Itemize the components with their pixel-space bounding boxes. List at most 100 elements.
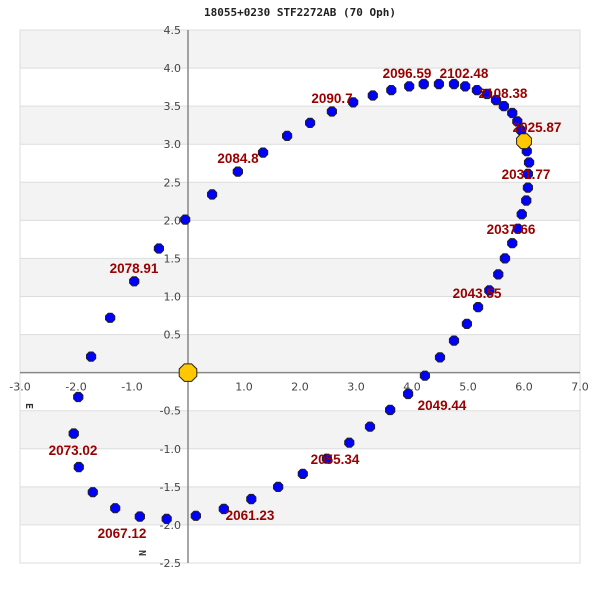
current-position-marker — [516, 133, 532, 150]
orbit-point — [507, 238, 518, 249]
orbit-point — [257, 147, 269, 158]
orbit-point — [73, 461, 84, 473]
y-tick-label: 1.0 — [164, 291, 182, 304]
y-tick-label: 4.0 — [164, 62, 182, 75]
grid-band — [20, 410, 580, 449]
plot-border — [19, 29, 581, 564]
orbit-point — [461, 318, 472, 329]
orbit-point — [404, 81, 415, 92]
orbit-point — [161, 513, 172, 524]
x-tick-label: 3.0 — [347, 381, 365, 394]
orbit-point — [129, 276, 140, 287]
orbit-point — [448, 335, 460, 346]
chart-title: 18055+0230 STF2272AB (70 Oph) — [203, 6, 397, 19]
orbit-point — [516, 209, 527, 220]
orbit-point — [321, 453, 332, 464]
orbit-point — [326, 106, 337, 117]
epoch-label: 2061.23 — [226, 508, 275, 523]
orbit-point — [282, 130, 293, 141]
orbit-point — [419, 370, 430, 381]
y-tick-label: 3.5 — [164, 100, 182, 113]
y-tick-label: 3.0 — [164, 138, 182, 151]
orbit-point — [105, 312, 116, 323]
orbit-point — [493, 269, 504, 280]
grid-band — [20, 334, 580, 373]
x-tick-label: -1.0 — [121, 381, 142, 394]
x-tick-label: -3.0 — [9, 381, 30, 394]
y-tick-label: -1.5 — [160, 481, 181, 494]
x-tick-label: 2.0 — [291, 381, 309, 394]
orbit-point — [481, 88, 493, 100]
grid-band — [20, 30, 580, 69]
epoch-label: 2090.7 — [311, 91, 352, 106]
epoch-label: 2073.02 — [49, 443, 98, 458]
orbit-point — [433, 78, 444, 90]
epoch-label: 2049.44 — [418, 398, 467, 413]
y-tick-label: 1.5 — [164, 252, 182, 265]
orbit-point — [507, 107, 518, 119]
epoch-label: 2084.8 — [217, 151, 259, 166]
epoch-label: 2031.77 — [502, 167, 551, 182]
orbit-point — [348, 97, 359, 108]
y-tick-label: -0.5 — [160, 405, 181, 418]
north-label: N — [136, 550, 147, 556]
orbit-point — [418, 78, 429, 90]
orbit-point — [273, 481, 284, 492]
y-tick-label: -1.0 — [160, 443, 181, 456]
orbit-point — [218, 503, 229, 515]
y-tick-label: 2.5 — [164, 176, 182, 189]
orbit-point — [207, 189, 218, 200]
x-tick-label: 7.0 — [571, 381, 589, 394]
orbit-point — [499, 253, 511, 264]
epoch-label: 2043.55 — [453, 286, 502, 301]
orbit-point — [484, 285, 495, 296]
epoch-label: 2067.12 — [98, 526, 147, 541]
y-tick-label: 2.0 — [164, 214, 182, 227]
grid-band — [20, 182, 580, 221]
epoch-label: 2102.48 — [440, 66, 489, 81]
orbit-point — [367, 90, 378, 101]
orbit-point — [305, 117, 316, 128]
x-tick-label: 1.0 — [235, 381, 253, 394]
orbit-point — [522, 168, 533, 179]
orbit-point — [490, 94, 502, 106]
grid-band — [20, 486, 580, 525]
orbit-point — [87, 487, 98, 498]
epoch-label: 2078.91 — [110, 261, 159, 276]
epoch-label: 2108.38 — [479, 86, 528, 101]
orbit-point — [180, 214, 191, 225]
orbit-point — [498, 101, 509, 112]
orbit-point — [522, 182, 533, 193]
epoch-label: 2025.87 — [513, 120, 562, 135]
orbit-point — [297, 468, 308, 479]
orbit-point — [153, 243, 164, 254]
orbit-point — [344, 437, 355, 448]
orbit-point — [521, 195, 532, 206]
epoch-label: 2055.34 — [311, 452, 360, 467]
epoch-label: 2037.66 — [487, 222, 536, 237]
x-tick-label: 5.0 — [459, 381, 477, 394]
epoch-label: 2096.59 — [383, 66, 432, 81]
orbit-point — [232, 166, 243, 177]
orbit-point — [134, 511, 145, 522]
orbit-point — [523, 157, 535, 168]
y-tick-label: 0.5 — [164, 329, 182, 342]
primary-star — [178, 363, 198, 382]
east-label: E — [23, 403, 34, 409]
y-tick-label: -2.5 — [160, 557, 181, 570]
orbit-point — [68, 428, 79, 439]
orbit-point — [110, 503, 121, 514]
y-tick-label: 4.5 — [164, 24, 182, 37]
orbit-point — [434, 352, 446, 363]
orbit-point — [460, 81, 471, 92]
orbit-point — [403, 388, 414, 400]
orbit-point — [86, 351, 97, 362]
orbit-point — [448, 78, 460, 90]
orbit-point — [385, 404, 396, 416]
orbit-point — [246, 493, 257, 505]
orbit-point — [364, 421, 376, 432]
orbit-point — [471, 85, 483, 96]
orbit-point — [386, 85, 397, 96]
orbit-point — [512, 116, 523, 127]
